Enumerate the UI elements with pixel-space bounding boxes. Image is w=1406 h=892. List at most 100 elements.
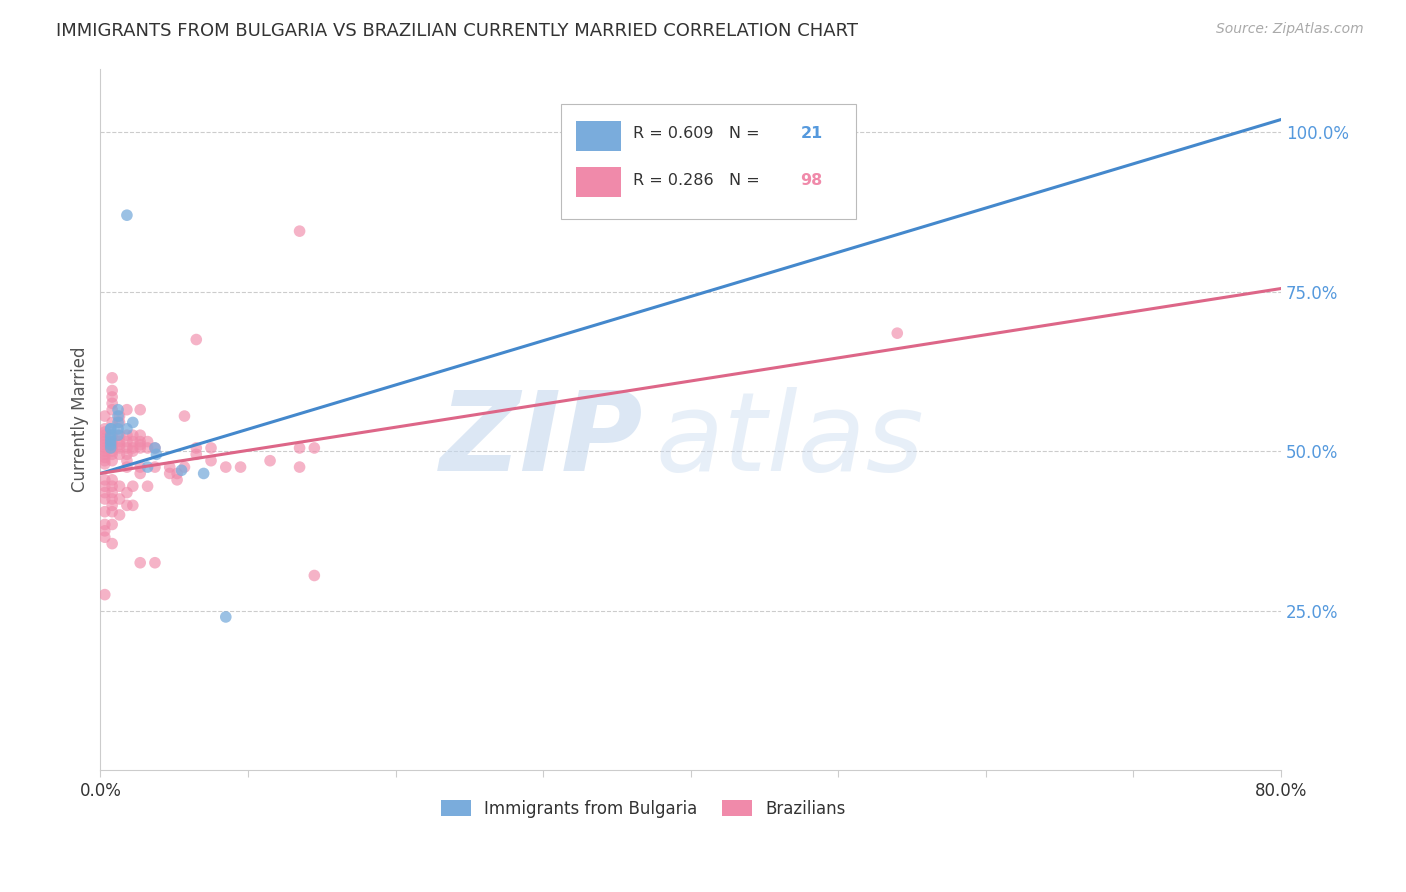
FancyBboxPatch shape xyxy=(576,168,621,197)
Point xyxy=(101,444,124,458)
Point xyxy=(129,556,152,570)
Point xyxy=(166,467,188,481)
Point xyxy=(143,460,166,475)
Point xyxy=(94,479,117,493)
Point xyxy=(94,505,117,519)
Point xyxy=(94,431,117,445)
Point xyxy=(100,431,122,445)
Point xyxy=(94,524,117,538)
Point xyxy=(108,438,131,452)
Point xyxy=(100,441,122,455)
Point xyxy=(101,384,124,398)
Point xyxy=(170,463,193,477)
Point xyxy=(94,444,117,458)
Point xyxy=(101,428,124,442)
Point xyxy=(94,453,117,467)
Text: 98: 98 xyxy=(800,173,823,188)
Point xyxy=(121,441,143,455)
Point xyxy=(107,409,129,423)
Point xyxy=(115,460,138,475)
Point xyxy=(186,447,208,461)
Text: IMMIGRANTS FROM BULGARIA VS BRAZILIAN CURRENTLY MARRIED CORRELATION CHART: IMMIGRANTS FROM BULGARIA VS BRAZILIAN CU… xyxy=(56,22,858,40)
Point xyxy=(108,434,131,449)
Point xyxy=(94,530,117,544)
Point xyxy=(101,390,124,404)
Point xyxy=(121,428,143,442)
Point xyxy=(94,422,117,436)
Point xyxy=(136,441,159,455)
Point xyxy=(94,485,117,500)
Point xyxy=(229,460,252,475)
Point xyxy=(129,434,152,449)
Point xyxy=(143,556,166,570)
Text: 21: 21 xyxy=(800,127,823,141)
Point xyxy=(193,467,215,481)
Point xyxy=(129,460,152,475)
Text: atlas: atlas xyxy=(655,387,924,494)
Point xyxy=(101,402,124,417)
Point xyxy=(94,447,117,461)
Point xyxy=(121,434,143,449)
Point xyxy=(136,479,159,493)
Text: R = 0.609   N =: R = 0.609 N = xyxy=(633,127,765,141)
Point xyxy=(100,422,122,436)
Point xyxy=(94,588,117,602)
Point xyxy=(159,467,181,481)
Point xyxy=(115,447,138,461)
Point xyxy=(129,438,152,452)
Point xyxy=(94,409,117,423)
Point xyxy=(101,441,124,455)
Point xyxy=(288,441,311,455)
Point xyxy=(101,473,124,487)
Point xyxy=(108,428,131,442)
Point xyxy=(129,402,152,417)
Point xyxy=(129,467,152,481)
Point xyxy=(288,460,311,475)
Point xyxy=(173,460,195,475)
Legend: Immigrants from Bulgaria, Brazilians: Immigrants from Bulgaria, Brazilians xyxy=(434,794,853,825)
Point xyxy=(101,447,124,461)
Point xyxy=(94,428,117,442)
Point xyxy=(136,434,159,449)
Point xyxy=(115,434,138,449)
Point xyxy=(101,499,124,513)
Point xyxy=(107,416,129,430)
Point xyxy=(121,416,143,430)
Point xyxy=(186,441,208,455)
Y-axis label: Currently Married: Currently Married xyxy=(72,346,89,492)
Point xyxy=(107,422,129,436)
Point xyxy=(115,402,138,417)
Point xyxy=(107,428,129,442)
Point xyxy=(101,491,124,506)
Point xyxy=(115,485,138,500)
Text: R = 0.286   N =: R = 0.286 N = xyxy=(633,173,765,188)
FancyBboxPatch shape xyxy=(561,103,856,219)
Point xyxy=(101,517,124,532)
Point xyxy=(186,333,208,347)
Point xyxy=(129,428,152,442)
Point xyxy=(304,441,326,455)
Point xyxy=(145,447,167,461)
Point xyxy=(101,434,124,449)
Point xyxy=(108,491,131,506)
Point xyxy=(115,441,138,455)
Point xyxy=(101,485,124,500)
Point xyxy=(94,438,117,452)
Point xyxy=(304,568,326,582)
Point xyxy=(215,610,238,624)
Point xyxy=(94,517,117,532)
Point xyxy=(886,326,908,341)
Point xyxy=(100,434,122,449)
Point xyxy=(94,434,117,449)
Point xyxy=(94,425,117,439)
Text: Source: ZipAtlas.com: Source: ZipAtlas.com xyxy=(1216,22,1364,37)
Point xyxy=(173,409,195,423)
FancyBboxPatch shape xyxy=(576,121,621,151)
Point xyxy=(259,453,281,467)
Point xyxy=(136,460,159,475)
Point xyxy=(101,396,124,410)
Point xyxy=(101,536,124,550)
Point xyxy=(101,479,124,493)
Point xyxy=(115,453,138,467)
Point xyxy=(108,416,131,430)
